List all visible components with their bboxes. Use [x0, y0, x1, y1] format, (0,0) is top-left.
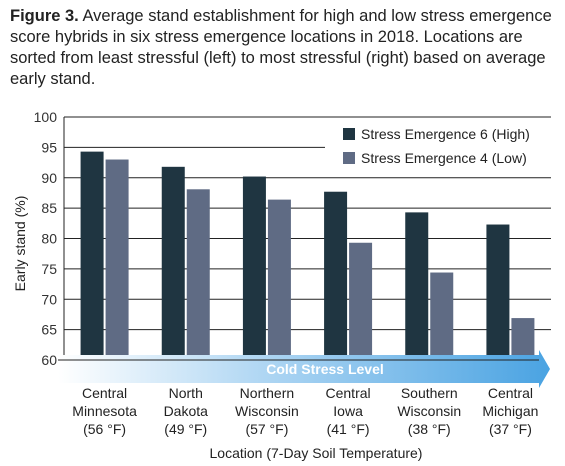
axes: Early stand (%) Location (7-Day Soil Temp…: [12, 117, 422, 461]
x-tick-label-line: Central: [326, 385, 371, 401]
x-tick-label-line: Dakota: [164, 403, 209, 419]
y-tick-label: 100: [34, 109, 58, 125]
arrow-label: Cold Stress Level: [266, 361, 384, 377]
bar: [486, 224, 510, 360]
legend-swatch: [343, 152, 355, 164]
x-tick-label-line: (56 °F): [83, 421, 126, 437]
x-tick-label-line: Southern: [401, 385, 458, 401]
figure-label: Figure 3.: [10, 7, 79, 25]
y-tick-label: 80: [41, 231, 57, 247]
y-tick-label: 70: [41, 291, 57, 307]
x-tick-label-line: Minnesota: [72, 403, 137, 419]
x-tick-label: Central Michigan (37 °F): [482, 385, 538, 437]
x-axis-title: Location (7-Day Soil Temperature): [210, 445, 423, 461]
x-tick-label-line: Central: [488, 385, 533, 401]
tick-labels: 60 65 70 75 80 85 90 95 100 Central Minnesota (56 °…: [34, 109, 539, 437]
y-axis-title: Early stand (%): [12, 196, 28, 292]
x-tick-label-line: (57 °F): [245, 421, 288, 437]
legend-label: Stress Emergence 6 (High): [361, 126, 530, 142]
bar: [324, 191, 348, 360]
x-tick-label-line: (41 °F): [327, 421, 370, 437]
x-tick-label-line: Northern: [240, 385, 294, 401]
y-tick-label: 75: [41, 261, 57, 277]
x-tick-label-line: (49 °F): [164, 421, 207, 437]
bar: [349, 242, 373, 360]
bar: [161, 166, 185, 360]
bar: [405, 212, 429, 360]
gridlines: [64, 116, 551, 331]
figure-caption-text: Average stand establishment for high and…: [10, 7, 552, 88]
x-tick-label: Central Minnesota (56 °F): [72, 385, 137, 437]
y-tick-label: 65: [41, 322, 57, 338]
x-tick-label-line: Wisconsin: [397, 403, 461, 419]
x-tick-label: Southern Wisconsin (38 °F): [397, 385, 461, 437]
bar: [105, 159, 129, 360]
bar: [430, 272, 454, 360]
legend: Stress Emergence 6 (High) Stress Emergenc…: [325, 120, 551, 176]
y-tick-label: 95: [41, 139, 57, 155]
y-tick-label: 85: [41, 200, 57, 216]
x-tick-label: North Dakota (49 °F): [164, 385, 209, 437]
x-tick-label-line: Wisconsin: [235, 403, 299, 419]
x-tick-label-line: North: [169, 385, 203, 401]
legend-label: Stress Emergence 4 (Low): [361, 150, 527, 166]
y-tick-label: 90: [41, 170, 57, 186]
x-tick-label: Central Iowa (41 °F): [326, 385, 371, 437]
x-tick-label: Northern Wisconsin (57 °F): [235, 385, 299, 437]
x-tick-label-line: (38 °F): [408, 421, 451, 437]
figure-caption: Figure 3. Average stand establishment fo…: [10, 6, 558, 90]
y-tick-label: 60: [41, 352, 57, 368]
cold-stress-arrow: Cold Stress Level: [58, 350, 550, 388]
x-tick-label-line: Iowa: [333, 403, 363, 419]
bar: [267, 199, 291, 360]
legend-background: [325, 120, 551, 176]
bars: [80, 151, 535, 360]
bar: [511, 318, 535, 360]
x-tick-label-line: Central: [82, 385, 127, 401]
bar: [242, 176, 266, 360]
x-tick-label-line: Michigan: [482, 403, 538, 419]
bar: [186, 189, 210, 360]
bar: [80, 151, 104, 360]
x-tick-label-line: (37 °F): [489, 421, 532, 437]
legend-swatch: [343, 128, 355, 140]
